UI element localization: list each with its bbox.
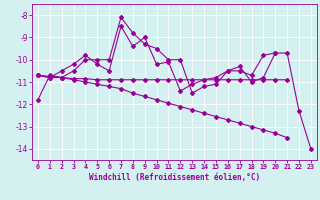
X-axis label: Windchill (Refroidissement éolien,°C): Windchill (Refroidissement éolien,°C)	[89, 173, 260, 182]
